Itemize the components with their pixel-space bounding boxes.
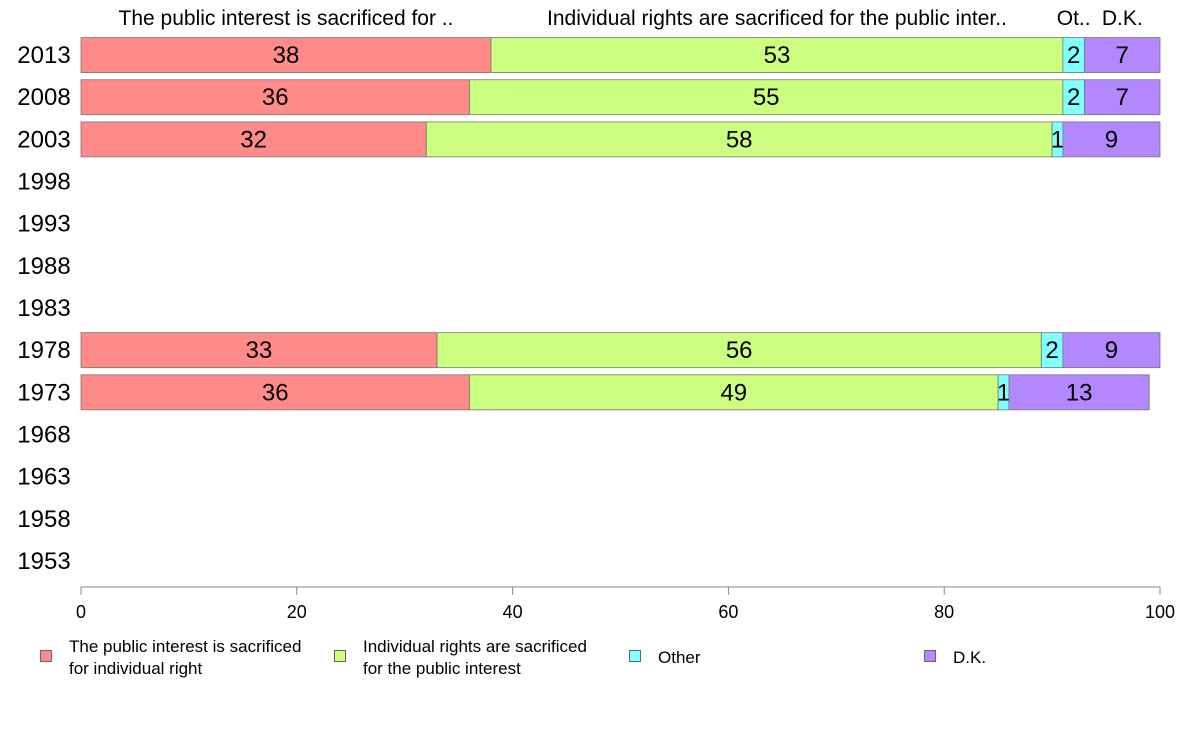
bars: 38 53 2 736 55 2 732 58 1 933 56 2 936 49 1 13 (80, 37, 1161, 411)
value-label-1973-s1: 49 (720, 379, 747, 406)
value-label-2013-s2: 2 (1067, 42, 1080, 69)
value-label-1978-s0: 33 (246, 337, 273, 364)
value-label-1978-s1: 56 (726, 337, 753, 364)
value-label-2008-s2: 2 (1067, 84, 1080, 111)
value-label-2003-s1: 58 (726, 126, 753, 153)
column-header-s0: The public interest is sacrificed for .. (119, 7, 454, 30)
value-label-2008-s0: 36 (262, 84, 289, 111)
value-label-1973-s0: 36 (262, 379, 289, 406)
x-tick-label-40: 40 (503, 602, 523, 622)
x-tick-label-20: 20 (287, 602, 307, 622)
value-label-2008-s3: 7 (1116, 84, 1129, 111)
bar-2013-s3 (1084, 37, 1161, 73)
year-label-1953: 1953 (17, 548, 70, 575)
bar-2008-s3 (1084, 79, 1161, 116)
value-label-1973-s2: 1 (997, 379, 1010, 406)
year-labels: 2013 2008 2003 1998 1993 1988 1983 1978 1973 1968… (17, 42, 70, 575)
year-label-1988: 1988 (17, 253, 70, 280)
year-label-2013: 2013 (17, 42, 70, 69)
bar-2008-s1 (469, 79, 1064, 116)
year-label-1973: 1973 (17, 379, 70, 406)
bar-1973-s3 (1008, 374, 1150, 411)
year-label-2003: 2003 (17, 126, 70, 153)
value-label-2003-s3: 9 (1105, 126, 1118, 153)
legend-swatch (629, 650, 641, 662)
x-axis: 0 20 40 60 80 100 (76, 586, 1175, 622)
column-header-s1: Individual rights are sacrificed for the… (547, 7, 1007, 30)
legend: The public interest is sacrificed for in… (0, 636, 1188, 696)
legend-item-dk: D.K. (924, 647, 986, 669)
year-label-1993: 1993 (17, 211, 70, 238)
value-label-2003-s0: 32 (240, 126, 267, 153)
value-label-1973-s3: 13 (1066, 379, 1093, 406)
bar-2013-s1 (490, 37, 1064, 73)
x-tick-label-80: 80 (934, 602, 954, 622)
value-label-1978-s3: 9 (1105, 337, 1118, 364)
bar-1978-s1 (436, 332, 1042, 369)
year-label-1968: 1968 (17, 421, 70, 448)
legend-swatch (924, 650, 936, 662)
x-tick-label-0: 0 (76, 602, 86, 622)
x-tick-label-60: 60 (718, 602, 738, 622)
bar-2013-s0 (80, 37, 492, 73)
bar-2008-s0 (80, 79, 470, 116)
value-label-2013-s3: 7 (1116, 42, 1129, 69)
year-label-1978: 1978 (17, 337, 70, 364)
bar-1973-s1 (469, 374, 999, 411)
legend-item-public-interest: The public interest is sacrificed for in… (40, 636, 301, 680)
legend-item-other: Other (629, 647, 701, 669)
legend-label: Other (658, 648, 701, 667)
bar-1978-s3 (1062, 332, 1161, 369)
year-label-1983: 1983 (17, 295, 70, 322)
column-header-s3: D.K. (1102, 7, 1143, 30)
legend-label: D.K. (953, 648, 987, 667)
bar-1978-s0 (80, 332, 438, 369)
legend-label: Individual rights are sacrificed for the… (363, 637, 587, 678)
bar-2003-s1 (425, 121, 1053, 158)
year-label-1963: 1963 (17, 464, 70, 491)
value-label-2003-s2: 1 (1051, 126, 1064, 153)
bar-2003-s3 (1062, 121, 1161, 158)
year-label-1958: 1958 (17, 506, 70, 533)
x-tick-label-100: 100 (1145, 602, 1175, 622)
column-headers: The public interest is sacrificed for ..… (119, 7, 1143, 30)
value-label-2013-s0: 38 (273, 42, 300, 69)
bar-2003-s0 (80, 121, 427, 158)
legend-label: The public interest is sacrificed for in… (69, 637, 302, 678)
value-label-1978-s2: 2 (1045, 337, 1058, 364)
year-label-2008: 2008 (17, 84, 70, 111)
legend-swatch (40, 650, 52, 662)
value-label-2013-s1: 53 (764, 42, 791, 69)
bar-1973-s0 (80, 374, 470, 411)
legend-item-individual-rights: Individual rights are sacrificed for the… (334, 636, 587, 680)
year-label-1998: 1998 (17, 169, 70, 196)
value-label-2008-s1: 55 (753, 84, 780, 111)
column-header-s2: Ot.. (1057, 7, 1091, 30)
legend-swatch (334, 650, 346, 662)
